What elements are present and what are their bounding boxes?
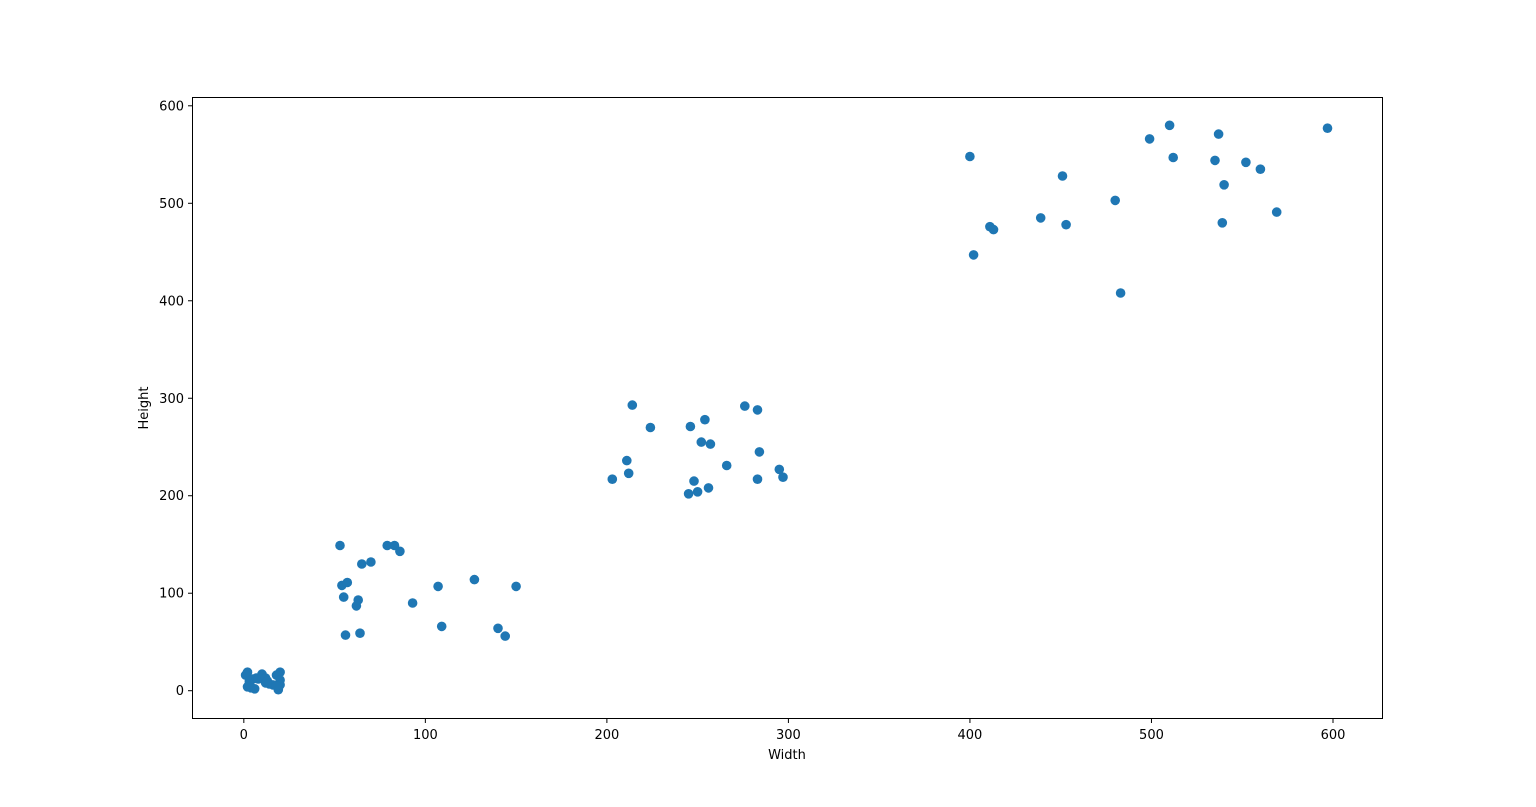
x-tick-label: 0 [240, 728, 248, 743]
data-point [627, 400, 638, 410]
data-point [1035, 213, 1046, 223]
y-tick-label: 400 [159, 294, 184, 309]
data-point [335, 540, 345, 551]
data-point [721, 460, 732, 471]
data-point [696, 437, 707, 447]
data-point [340, 630, 351, 640]
data-point [683, 489, 694, 499]
data-point [685, 421, 696, 432]
data-point [968, 250, 979, 260]
data-point [357, 559, 367, 569]
data-point [1213, 129, 1224, 139]
data-point [1144, 134, 1155, 144]
data-point [700, 414, 710, 425]
data-point [1115, 288, 1126, 298]
y-axis: 0 100 200 300 400 500 600 [159, 99, 193, 699]
points-layer [240, 120, 1333, 695]
data-point [275, 667, 285, 677]
data-point [382, 540, 393, 551]
x-tick-label: 400 [958, 728, 983, 743]
data-point [774, 464, 785, 475]
y-tick-label: 100 [159, 587, 184, 602]
data-point [262, 676, 273, 686]
data-point [1255, 164, 1266, 174]
plot-frame [192, 97, 1383, 719]
data-point [1217, 218, 1228, 228]
data-point [740, 401, 750, 411]
data-point [645, 422, 656, 433]
x-tick-label: 200 [594, 728, 619, 743]
data-point [244, 679, 255, 689]
data-point [395, 546, 405, 557]
y-tick-label: 500 [159, 197, 184, 212]
data-point [689, 476, 699, 486]
x-tick-label: 600 [1321, 728, 1346, 743]
data-point [705, 439, 716, 449]
data-point [1057, 171, 1068, 181]
data-point [988, 224, 999, 235]
data-point [703, 483, 714, 493]
data-point [778, 472, 788, 483]
x-axis-label: Width [768, 748, 806, 763]
data-point [692, 487, 703, 497]
data-point [623, 468, 634, 479]
x-tick-label: 100 [413, 728, 438, 743]
data-point [1271, 207, 1282, 217]
x-tick-label: 500 [1139, 728, 1164, 743]
data-point [433, 581, 443, 592]
y-tick-label: 300 [159, 392, 184, 407]
data-point [355, 628, 365, 638]
data-point [353, 595, 364, 605]
data-point [1219, 180, 1229, 190]
data-point [965, 151, 975, 162]
y-tick-label: 200 [159, 489, 184, 504]
x-tick-label: 300 [776, 728, 801, 743]
data-point [622, 455, 632, 466]
data-point [271, 681, 282, 691]
data-point [436, 621, 447, 632]
y-tick-label: 0 [176, 684, 184, 699]
data-point [1241, 157, 1251, 168]
data-point [1164, 120, 1175, 131]
data-point [754, 447, 765, 457]
data-point [752, 474, 763, 485]
x-axis: 0 100 200 300 400 500 600 [240, 718, 1346, 743]
data-point [511, 581, 521, 592]
data-point [242, 667, 253, 677]
data-point [1210, 155, 1220, 166]
data-point [1110, 195, 1120, 206]
data-point [469, 574, 480, 585]
data-point [407, 598, 418, 608]
data-point [366, 557, 376, 567]
data-point [338, 592, 349, 602]
data-point [1168, 152, 1178, 163]
data-point [752, 405, 763, 415]
data-point [500, 631, 511, 641]
y-tick-label: 600 [159, 99, 184, 114]
data-point [342, 577, 353, 588]
y-axis-label: Height [137, 387, 152, 430]
data-point [1061, 219, 1071, 230]
data-point [493, 623, 503, 634]
data-point [607, 474, 618, 485]
data-point [1322, 123, 1333, 133]
